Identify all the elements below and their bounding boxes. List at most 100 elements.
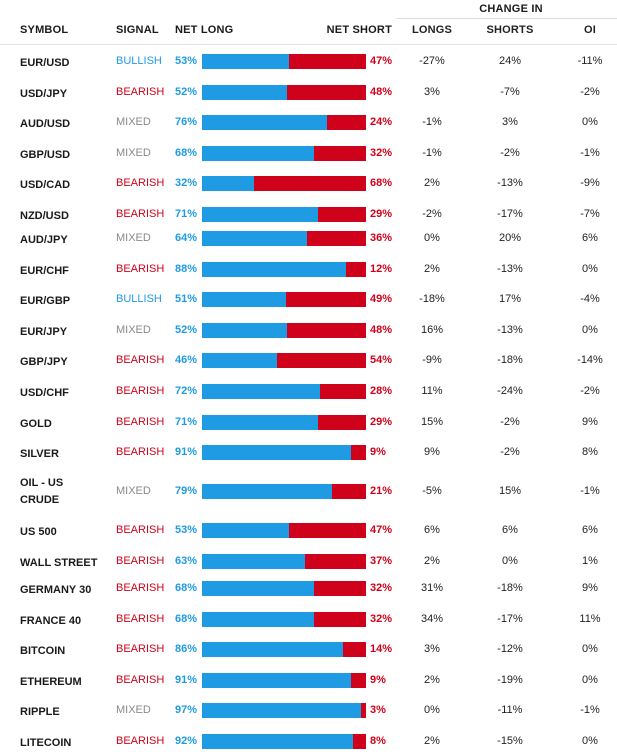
net-long-value: 71% <box>175 416 198 428</box>
symbol-label[interactable]: WALL STREET <box>20 557 98 569</box>
change-oi: 0% <box>582 643 598 655</box>
signal-label: BEARISH <box>116 524 165 536</box>
symbol-label[interactable]: OIL - US CRUDE <box>20 475 63 509</box>
change-shorts: -11% <box>497 704 523 716</box>
header-net-short: NET SHORT <box>326 24 392 36</box>
signal-label: MIXED <box>116 116 151 128</box>
net-short-bar <box>254 176 366 191</box>
signal-label: BEARISH <box>116 263 165 275</box>
net-short-value: 32% <box>370 613 393 625</box>
change-longs: 6% <box>424 524 440 536</box>
net-short-value: 47% <box>370 55 393 67</box>
net-long-bar <box>202 384 320 399</box>
net-long-bar <box>202 445 351 460</box>
net-short-bar <box>287 323 366 338</box>
change-oi: 8% <box>582 446 598 458</box>
change-longs: 3% <box>424 643 440 655</box>
net-short-bar <box>314 146 366 161</box>
change-oi: 9% <box>582 582 598 594</box>
change-longs: -9% <box>422 354 442 366</box>
signal-label: BULLISH <box>116 55 162 67</box>
net-short-bar <box>286 292 366 307</box>
net-long-value: 91% <box>175 446 198 458</box>
net-short-value: 48% <box>370 86 393 98</box>
signal-label: MIXED <box>116 704 151 716</box>
symbol-label[interactable]: GBP/USD <box>20 149 71 161</box>
signal-label: BULLISH <box>116 293 162 305</box>
net-short-bar <box>318 415 366 430</box>
symbol-label[interactable]: USD/CAD <box>20 179 71 191</box>
header-shorts: SHORTS <box>486 24 534 36</box>
change-longs: 16% <box>420 324 444 336</box>
signal-label: BEARISH <box>116 674 165 686</box>
change-oi: 6% <box>582 524 598 536</box>
net-long-value: 68% <box>175 613 198 625</box>
change-shorts: -19% <box>497 674 523 686</box>
net-long-value: 68% <box>175 147 198 159</box>
net-short-value: 32% <box>370 147 393 159</box>
net-short-value: 12% <box>370 263 393 275</box>
change-longs: 3% <box>424 86 440 98</box>
change-longs: -1% <box>422 147 442 159</box>
signal-label: MIXED <box>116 147 151 159</box>
symbol-label[interactable]: USD/CHF <box>20 387 69 399</box>
change-oi: 0% <box>582 735 598 747</box>
net-short-bar <box>343 642 366 657</box>
symbol-label[interactable]: EUR/JPY <box>20 326 68 338</box>
symbol-label[interactable]: RIPPLE <box>20 706 60 718</box>
change-oi: 11% <box>579 613 601 625</box>
net-short-value: 32% <box>370 582 393 594</box>
signal-label: BEARISH <box>116 643 165 655</box>
net-short-bar <box>287 85 366 100</box>
symbol-label[interactable]: US 500 <box>20 526 57 538</box>
symbol-line-1: OIL - US <box>20 477 64 489</box>
change-longs: 2% <box>424 735 440 747</box>
symbol-label[interactable]: USD/JPY <box>20 88 68 100</box>
symbol-label[interactable]: GBP/JPY <box>20 356 68 368</box>
change-oi: 0% <box>582 674 598 686</box>
change-longs: 2% <box>424 555 440 567</box>
net-short-bar <box>320 384 366 399</box>
change-longs: 15% <box>420 416 444 428</box>
change-shorts: 15% <box>498 485 522 497</box>
header-oi: OI <box>583 24 596 36</box>
net-long-value: 92% <box>175 735 198 747</box>
symbol-label[interactable]: NZD/USD <box>20 210 69 222</box>
net-long-value: 32% <box>175 177 198 189</box>
net-short-bar <box>346 262 366 277</box>
symbol-label[interactable]: EUR/CHF <box>20 265 69 277</box>
change-oi: -2% <box>580 385 600 397</box>
change-oi: -1% <box>580 147 600 159</box>
change-shorts: -18% <box>497 354 523 366</box>
symbol-label[interactable]: BITCOIN <box>20 645 66 657</box>
net-short-value: 47% <box>370 524 393 536</box>
change-longs: 11% <box>421 385 443 397</box>
symbol-label[interactable]: EUR/GBP <box>20 295 71 307</box>
change-longs: -27% <box>419 55 445 67</box>
net-long-value: 52% <box>175 86 198 98</box>
symbol-label[interactable]: ETHEREUM <box>20 676 82 688</box>
change-shorts: -12% <box>497 643 523 655</box>
symbol-label[interactable]: FRANCE 40 <box>20 615 82 627</box>
net-long-bar <box>202 292 286 307</box>
symbol-label[interactable]: AUD/JPY <box>20 234 68 246</box>
symbol-label[interactable]: GOLD <box>20 418 52 430</box>
symbol-label[interactable]: LITECOIN <box>20 737 72 749</box>
symbol-label[interactable]: GERMANY 30 <box>20 584 92 596</box>
change-oi: -2% <box>580 86 600 98</box>
net-long-bar <box>202 703 361 718</box>
change-oi: -9% <box>580 177 600 189</box>
net-long-bar <box>202 523 289 538</box>
symbol-label[interactable]: SILVER <box>20 448 59 460</box>
net-long-value: 51% <box>175 293 198 305</box>
net-long-bar <box>202 581 314 596</box>
change-shorts: -7% <box>500 86 520 98</box>
net-long-bar <box>202 146 314 161</box>
change-shorts: 24% <box>498 55 522 67</box>
symbol-label[interactable]: AUD/USD <box>20 118 71 130</box>
header-longs: LONGS <box>411 24 453 36</box>
net-short-bar <box>289 54 366 69</box>
signal-label: MIXED <box>116 232 151 244</box>
symbol-label[interactable]: EUR/USD <box>20 57 70 69</box>
